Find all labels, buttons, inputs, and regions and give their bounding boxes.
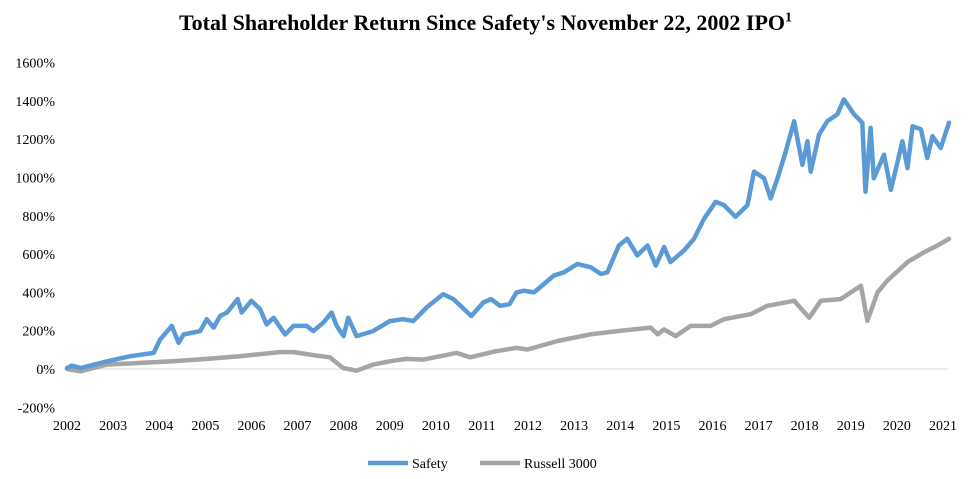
y-tick-label: 1400% (15, 95, 55, 110)
x-tick-label: 2012 (514, 419, 542, 434)
x-tick-label: 2008 (330, 419, 358, 434)
x-tick-label: 2009 (376, 419, 404, 434)
y-tick-label: 800% (22, 210, 55, 225)
x-tick-label: 2005 (191, 419, 219, 434)
x-tick-label: 2021 (929, 419, 957, 434)
x-tick-label: 2019 (837, 419, 865, 434)
series-line-safety (64, 97, 952, 371)
chart-title: Total Shareholder Return Since Safety's … (0, 10, 971, 36)
legend-label: Safety (412, 457, 448, 472)
x-tick-label: 2017 (745, 419, 773, 434)
x-tick-label: 2015 (652, 419, 680, 434)
y-tick-label: -200% (18, 401, 56, 416)
x-tick-label: 2007 (284, 419, 312, 434)
x-tick-label: 2020 (883, 419, 911, 434)
x-tick-label: 2016 (698, 419, 726, 434)
y-tick-label: 200% (22, 325, 55, 340)
y-tick-label: 400% (22, 286, 55, 301)
y-tick-label: 1000% (15, 172, 55, 187)
series-line-russell-3000 (64, 236, 952, 374)
x-tick-label: 2013 (560, 419, 588, 434)
x-tick-label: 2011 (468, 419, 495, 434)
chart-title-text: Total Shareholder Return Since Safety's … (178, 10, 786, 35)
x-tick-label: 2002 (53, 419, 81, 434)
y-tick-label: 0% (36, 363, 55, 378)
x-tick-label: 2003 (99, 419, 127, 434)
x-tick-label: 2006 (237, 419, 265, 434)
y-tick-label: 600% (22, 248, 55, 263)
x-tick-label: 2004 (145, 419, 173, 434)
y-tick-label: 1600% (15, 57, 55, 72)
x-tick-label: 2014 (606, 419, 634, 434)
x-tick-label: 2018 (791, 419, 819, 434)
y-tick-label: 1200% (15, 133, 55, 148)
x-tick-label: 2010 (422, 419, 450, 434)
title-footnote-marker: 1 (785, 10, 793, 26)
legend-label: Russell 3000 (524, 457, 597, 472)
